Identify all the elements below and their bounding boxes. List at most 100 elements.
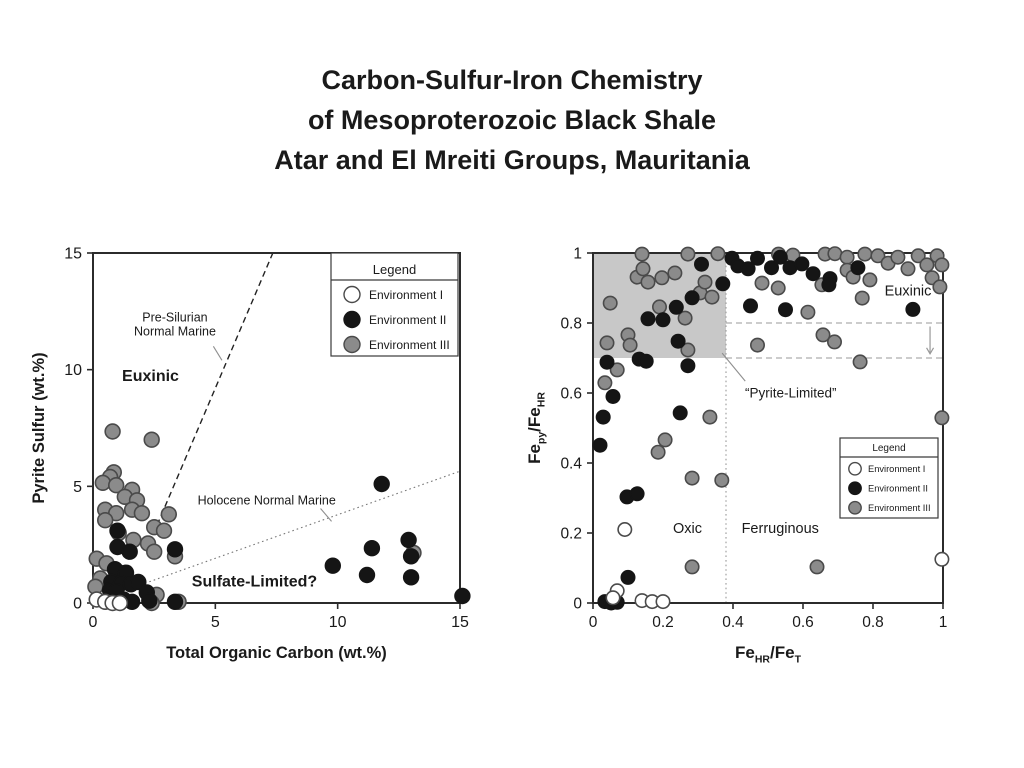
data-point [121, 543, 138, 560]
data-point [668, 299, 684, 315]
data-point [160, 506, 178, 523]
data-point [740, 261, 756, 277]
y-axis-title: Fepy​/FeHR​ [525, 392, 548, 464]
data-point [684, 559, 700, 575]
data-point [743, 298, 759, 314]
data-point [778, 302, 794, 318]
data-point [905, 301, 921, 317]
x-tick-label: 0.8 [862, 614, 884, 631]
data-point [839, 249, 855, 265]
data-point [670, 333, 686, 349]
data-point [934, 410, 950, 426]
data-point [815, 327, 831, 343]
data-point [602, 295, 618, 311]
data-point [640, 274, 656, 290]
data-point [635, 261, 651, 277]
data-point [130, 573, 147, 591]
y-axis-title-group: Pyrite Sulfur (wt.%) [30, 352, 48, 503]
y-tick-label: 0 [73, 596, 82, 613]
data-point [809, 559, 825, 575]
data-point [640, 311, 656, 327]
legend-item-label: Environment I [369, 288, 443, 302]
title-line-1: Carbon-Sulfur-Iron Chemistry [321, 65, 703, 95]
data-point [454, 587, 471, 605]
series-environment-i [605, 521, 950, 610]
legend-item-label: Environment III [868, 503, 931, 513]
data-point [667, 265, 683, 281]
data-point [704, 289, 720, 305]
legend-header: Legend [373, 262, 416, 277]
x-axis: 0 5 10 15 [89, 603, 469, 631]
data-point [133, 505, 151, 522]
x-axis-title: Total Organic Carbon (wt.%) [166, 644, 387, 662]
data-point [827, 246, 843, 262]
data-point [770, 280, 786, 296]
title-line-2: of Mesoproterozoic Black Shale [307, 105, 717, 135]
legend-header: Legend [872, 443, 905, 454]
x-axis: 0 0.2 0.4 0.6 0.8 1 [589, 603, 948, 631]
data-point [597, 375, 613, 391]
data-point [358, 566, 376, 584]
data-point [622, 337, 638, 353]
annotation-label: “Pyrite-Limited” [745, 386, 837, 401]
series-environment-i [88, 591, 129, 612]
data-point [617, 521, 633, 537]
data-point [609, 362, 625, 378]
data-point [826, 334, 842, 350]
x-tick-label: 0.2 [652, 614, 674, 631]
y-axis-title: Pyrite Sulfur (wt.%) [30, 352, 48, 503]
data-point [932, 279, 948, 295]
carbon-sulfur-scatter-plot: 0 5 10 15 0 5 10 15 Total Organic Carbon (wt.%) P… [30, 246, 471, 662]
data-point [919, 257, 935, 273]
legend-marker-icon [343, 285, 361, 304]
y-axis-title-group: Fepy​/FeHR​ [525, 392, 548, 464]
x-tick-label: 15 [451, 614, 469, 631]
data-point [794, 256, 810, 272]
data-point [680, 246, 696, 262]
annotation-label: Normal Marine [134, 325, 216, 339]
data-point [684, 470, 700, 486]
legend-marker-icon [343, 310, 361, 329]
reference-line [148, 252, 274, 544]
legend: Legend Environment I Environment II Environ… [839, 437, 939, 519]
data-point [750, 250, 766, 266]
legend-marker-icon [848, 481, 862, 496]
data-point [145, 543, 163, 560]
y-axis: 0 0.2 0.4 0.6 0.8 1 [560, 246, 593, 613]
data-point [852, 354, 868, 370]
data-point [772, 249, 788, 265]
y-tick-label: 0.4 [560, 456, 582, 473]
annotation-label: Sulfate-Limited? [192, 573, 317, 590]
data-point [400, 531, 417, 549]
legend-marker-icon [343, 335, 361, 354]
data-point [680, 358, 696, 374]
x-tick-label: 5 [211, 614, 220, 631]
x-tick-label: 1 [939, 614, 948, 631]
iron-speciation-scatter-plot: 0 0.2 0.4 0.6 0.8 1 0 0.2 0.4 0.6 0.8 1 FeHR​/FeT​ Fe… [525, 246, 950, 666]
legend: Legend Environment I Environment II Environ… [330, 252, 459, 357]
data-point [657, 432, 673, 448]
annotation-label: Euxinic [122, 368, 179, 385]
y-tick-label: 15 [64, 246, 82, 263]
plot-frame [92, 252, 461, 604]
y-tick-label: 10 [64, 362, 82, 379]
page-title: Carbon-Sulfur-Iron Chemistry of Mesoprot… [0, 60, 1024, 180]
x-tick-label: 0.4 [722, 614, 744, 631]
callout-line [320, 508, 332, 522]
data-point [655, 594, 671, 610]
data-point [890, 249, 906, 265]
data-point [166, 541, 184, 558]
data-point [750, 337, 766, 353]
series-environment-ii [101, 475, 471, 611]
data-point [373, 475, 390, 493]
legend-item-label: Environment II [868, 484, 928, 494]
annotation-label: Oxic [673, 521, 702, 537]
data-point [155, 522, 173, 539]
data-point [805, 266, 821, 282]
data-point [595, 409, 611, 425]
x-tick-label: 10 [329, 614, 347, 631]
legend-item-label: Environment III [369, 338, 450, 352]
data-point [854, 290, 870, 306]
data-point [629, 486, 645, 502]
data-point [620, 569, 636, 585]
